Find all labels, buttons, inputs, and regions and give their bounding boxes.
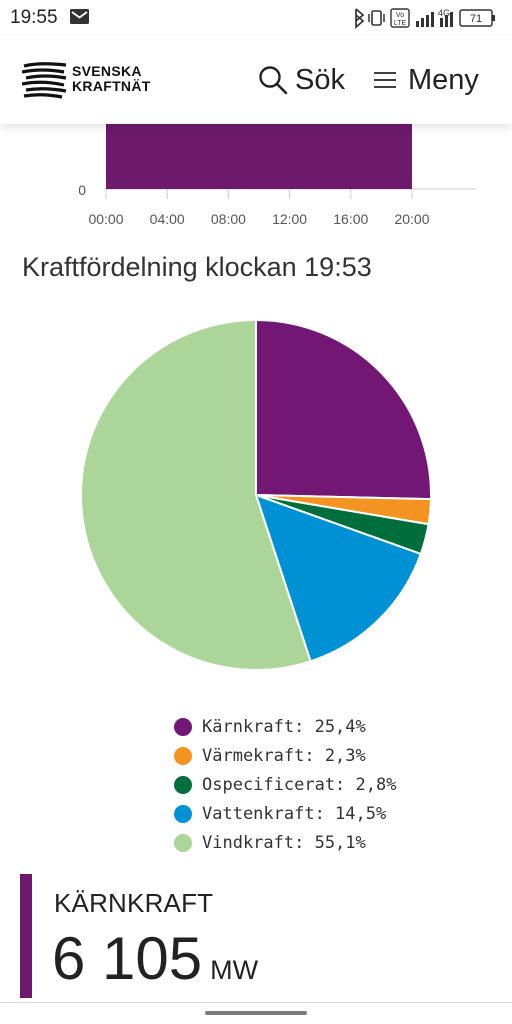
karnkraft-kpi-card: KÄRNKRAFT 6 105 MW <box>20 874 500 998</box>
bottom-divider <box>0 1002 512 1003</box>
legend-label: Vattenkraft: 14,5% <box>202 803 387 824</box>
svenska-kraftnat-logo[interactable]: SVENSKA KRAFTNÄT <box>21 60 152 100</box>
hamburger-menu-icon <box>374 72 396 88</box>
signal-icon: 4G <box>416 8 453 27</box>
x-tick-label: 12:00 <box>272 211 307 227</box>
bar-chart-bar <box>106 124 412 189</box>
y-tick-label-0: 0 <box>78 182 86 198</box>
gesture-navigation-bar[interactable] <box>205 1011 307 1015</box>
legend-dot-icon <box>174 746 192 765</box>
battery-icon: 71 <box>459 9 495 27</box>
legend-item-vindkraft[interactable]: Vindkraft: 55,1% <box>174 828 396 857</box>
logo-waves-icon <box>21 62 67 99</box>
kpi-value-row: 6 105 MW <box>52 924 258 993</box>
legend-item-ospecificerat[interactable]: Ospecificerat: 2,8% <box>174 770 396 799</box>
legend-item-vattenkraft[interactable]: Vattenkraft: 14,5% <box>174 799 396 828</box>
legend-label: Värmekraft: 2,3% <box>202 745 366 766</box>
section-title: Kraftfördelning klockan 19:53 <box>22 252 372 282</box>
mail-notification-icon <box>70 9 89 24</box>
logo-line2: KRAFTNÄT <box>72 78 151 94</box>
bluetooth-icon <box>355 8 365 29</box>
x-tick-label: 00:00 <box>88 211 123 227</box>
status-icons: Vo LTE 4G 71 <box>355 8 495 29</box>
legend-label: Kärnkraft: 25,4% <box>202 716 366 737</box>
pie-slice-vindkraft[interactable] <box>79 319 312 671</box>
legend-dot-icon <box>174 775 192 794</box>
status-time: 19:55 <box>10 7 58 28</box>
pie-slice-krnkraft[interactable] <box>255 319 432 501</box>
legend-label: Ospecificerat: 2,8% <box>202 774 397 795</box>
kpi-unit: MW <box>210 955 259 985</box>
status-bar: 19:55 Vo LTE 4G <box>0 0 512 36</box>
network-label: 4G <box>438 8 450 18</box>
x-tick-label: 04:00 <box>150 211 185 227</box>
x-axis-ticks: 00:00 04:00 08:00 12:00 16:00 20:00 <box>88 189 430 227</box>
search-label: Sök <box>295 63 345 96</box>
logo-text: SVENSKA KRAFTNÄT <box>72 64 151 94</box>
search-button[interactable]: Sök <box>258 62 345 98</box>
app-header: SVENSKA KRAFTNÄT Sök Meny <box>0 36 512 124</box>
x-tick-label: 20:00 <box>394 211 429 227</box>
kpi-value: 6 105 <box>52 925 203 992</box>
legend-dot-icon <box>174 717 192 736</box>
legend-dot-icon <box>174 804 192 823</box>
battery-level: 71 <box>470 13 482 25</box>
kpi-accent-bar <box>20 874 32 998</box>
x-tick-label: 08:00 <box>211 211 246 227</box>
production-bar-chart: 0 00:00 04:00 08:00 12:00 16:00 20:00 <box>78 124 476 227</box>
kpi-title: KÄRNKRAFT <box>54 888 214 918</box>
volte-text-lte: LTE <box>394 20 407 27</box>
logo-line1: SVENSKA <box>72 63 142 79</box>
legend-dot-icon <box>174 833 192 852</box>
legend-label: Vindkraft: 55,1% <box>202 832 366 853</box>
vibrate-icon <box>368 10 385 26</box>
pie-legend: Kärnkraft: 25,4% Värmekraft: 2,3% Ospeci… <box>174 712 396 857</box>
legend-item-varmekraft[interactable]: Värmekraft: 2,3% <box>174 741 396 770</box>
power-distribution-pie-chart <box>79 319 432 671</box>
search-icon <box>259 66 288 95</box>
legend-item-karnkraft[interactable]: Kärnkraft: 25,4% <box>174 712 396 741</box>
menu-label: Meny <box>408 63 479 96</box>
x-tick-label: 16:00 <box>333 211 368 227</box>
menu-button[interactable]: Meny <box>374 62 479 98</box>
volte-icon: Vo LTE <box>390 8 410 28</box>
volte-text-vo: Vo <box>396 12 404 19</box>
